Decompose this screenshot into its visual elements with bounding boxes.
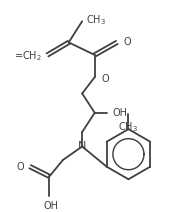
Text: CH$_3$: CH$_3$ <box>118 120 139 134</box>
Text: O: O <box>124 37 131 47</box>
Text: =CH$_2$: =CH$_2$ <box>14 49 42 63</box>
Text: OH: OH <box>44 201 59 211</box>
Text: O: O <box>101 74 109 84</box>
Text: OH: OH <box>112 108 127 118</box>
Text: N: N <box>78 141 86 152</box>
Text: O: O <box>17 162 24 172</box>
Text: CH$_3$: CH$_3$ <box>86 13 106 27</box>
